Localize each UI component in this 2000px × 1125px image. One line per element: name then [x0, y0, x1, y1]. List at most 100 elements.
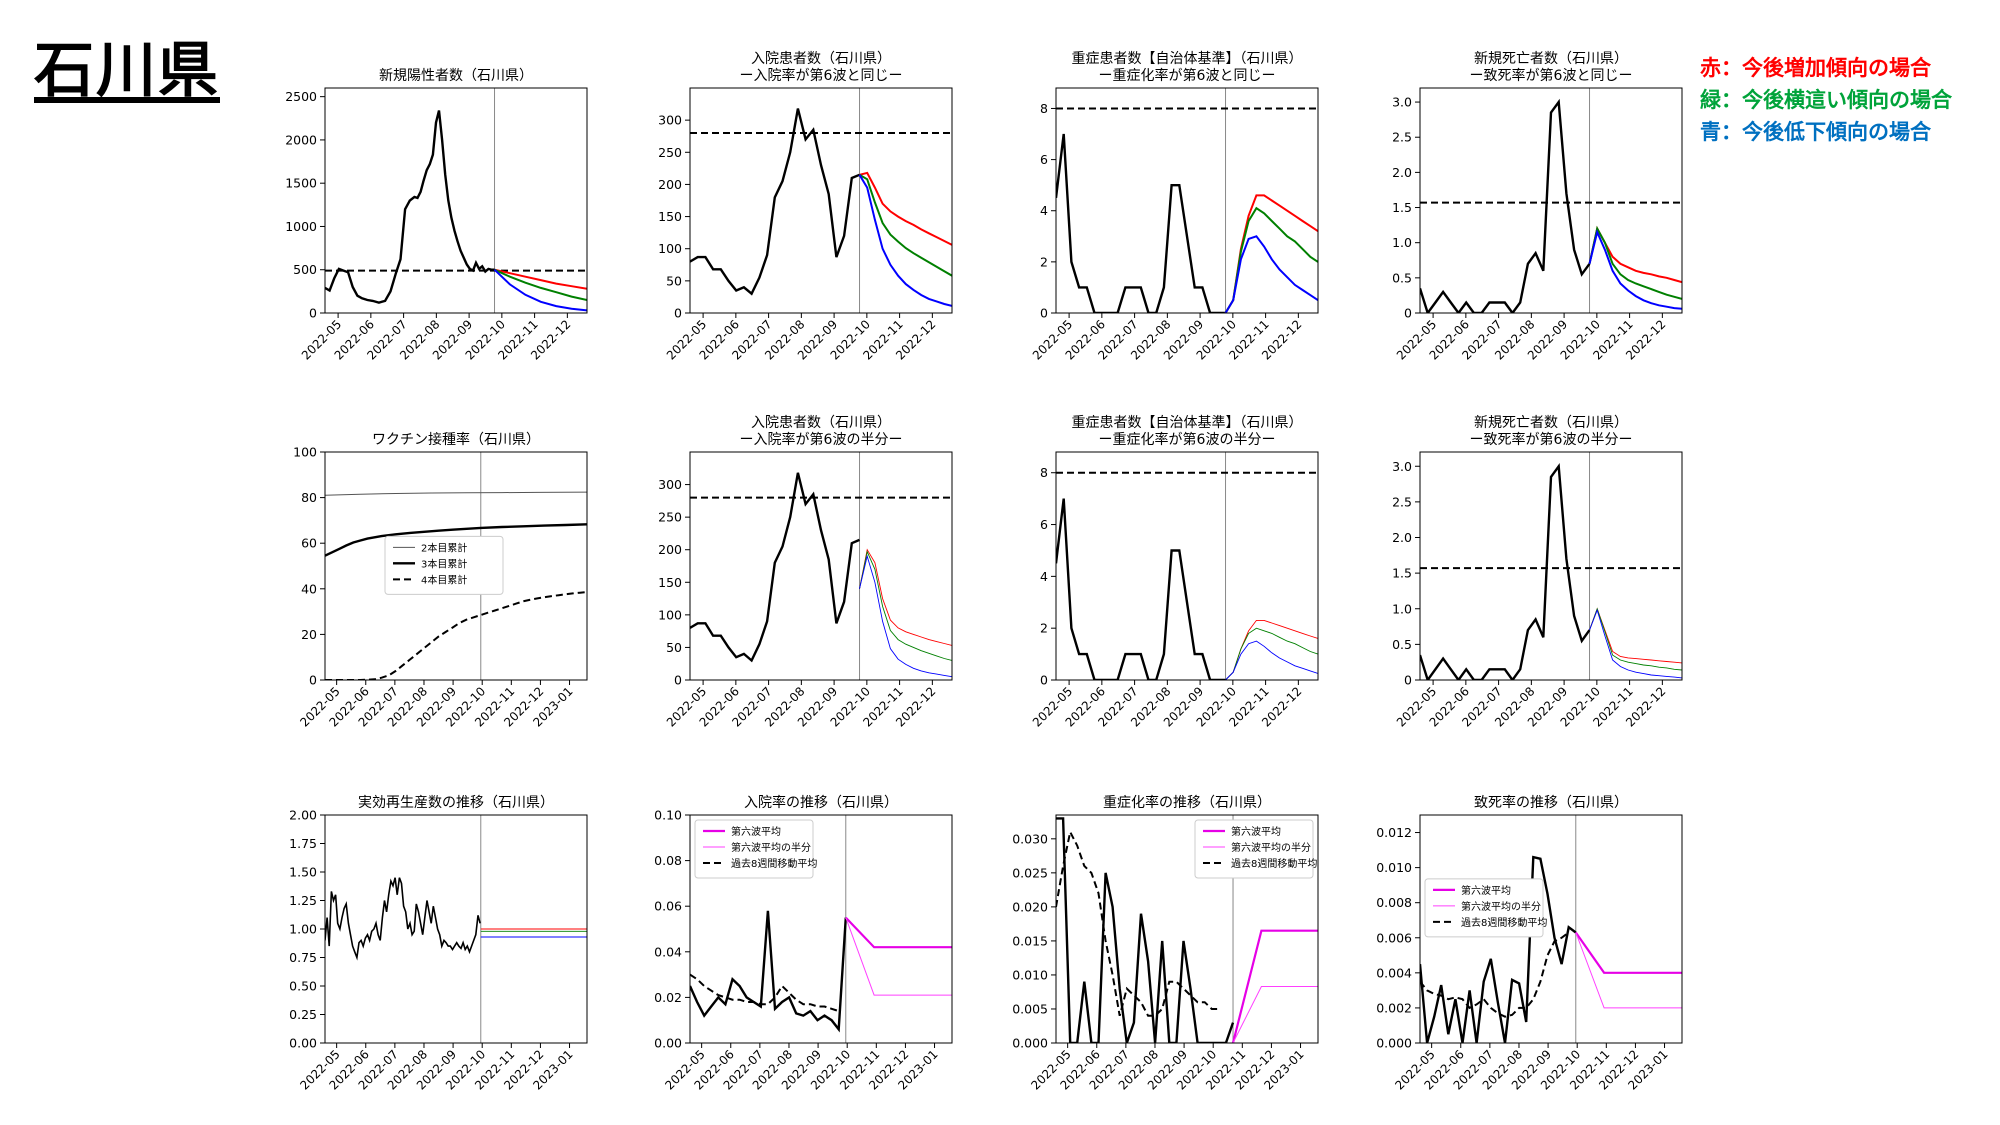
chart-title: ー致死率が第6波の半分ー	[1470, 431, 1633, 448]
series-line-blue-thin	[1225, 640, 1318, 680]
plot-frame	[1055, 814, 1319, 1044]
y-tick-label: 4	[1040, 203, 1048, 218]
y-tick-label: 6	[1040, 517, 1048, 532]
y-tick-label: 0	[674, 306, 682, 321]
plot-frame	[324, 87, 588, 314]
legend-entry-label: 第六波平均	[1231, 825, 1281, 838]
y-tick-label: 200	[658, 177, 682, 192]
series-line-green	[858, 173, 952, 277]
y-tick-label: 200	[658, 542, 682, 557]
y-tick-label: 0.5	[1392, 270, 1412, 285]
chart-panel-2: 入院患者数（石川県）ー入院率が第6波と同じー 0 50 100 150 200 250 300…	[658, 51, 953, 363]
legend-frame	[694, 819, 814, 879]
series-line-dash	[1056, 829, 1219, 1017]
y-tick-label: 300	[658, 477, 682, 492]
series-line-actual-thin	[325, 877, 481, 961]
y-tick-label: 150	[658, 209, 682, 224]
chart-panel-9: 実効再生産数の推移（石川県） 0.00 0.25 0.50 0.75 1.00 1.25 1.…	[289, 795, 588, 1093]
y-tick-label: 2.0	[1392, 530, 1412, 545]
legend-entry-label: 第六波平均	[731, 825, 781, 838]
y-tick-label: 0.010	[1012, 967, 1048, 982]
series-line-magenta-thin	[1575, 932, 1682, 1009]
chart-panel-10: 入院率の推移（石川県）0.000.020.040.060.080.102022-…	[654, 794, 953, 1093]
y-tick-label: 60	[301, 536, 317, 551]
chart-title: ー入院率が第6波の半分ー	[740, 431, 903, 448]
series-line-thin	[325, 491, 587, 496]
chart-title: 入院患者数（石川県）	[751, 51, 891, 67]
legend-entry-label: 4本目累計	[421, 573, 467, 586]
chart-title: 新規陽性者数（石川県）	[379, 68, 533, 84]
y-tick-label: 0.00	[289, 1036, 317, 1051]
chart-title: 重症患者数【自治体基準】（石川県）	[1072, 414, 1303, 431]
series-line-red	[494, 268, 587, 290]
y-tick-label: 8	[1040, 465, 1048, 480]
y-tick-label: 50	[666, 273, 682, 288]
legend-green-flat: 緑：今後横這い傾向の場合	[1700, 88, 1952, 112]
legend-entry-label: 第六波平均の半分	[1461, 900, 1541, 913]
legend-frame	[1424, 878, 1544, 938]
plot-frame	[689, 451, 953, 681]
chart-title: 新規死亡者数（石川県）	[1474, 415, 1628, 431]
series-line-magenta	[1231, 929, 1318, 1043]
series-line-blue	[1224, 235, 1318, 313]
y-tick-label: 0.030	[1012, 831, 1048, 846]
plot-frame	[1419, 814, 1683, 1044]
y-tick-label: 1.0	[1392, 235, 1412, 250]
series-line-blue	[1588, 228, 1682, 310]
chart-panel-6: 入院患者数（石川県）ー入院率が第6波の半分ー 0 50 100 150 200 250 300…	[658, 415, 953, 730]
legend-entry-label: 過去8週間移動平均	[731, 857, 817, 870]
chart-panel-1: 新規陽性者数（石川県）050010001500200025002022-0520…	[285, 68, 588, 363]
chart-title: ー致死率が第6波と同じー	[1470, 67, 1633, 84]
y-tick-label: 2	[1040, 254, 1048, 269]
chart-title: 入院率の推移（石川県）	[744, 794, 898, 811]
series-line-magenta-thin	[1232, 986, 1318, 1043]
y-tick-label: 1000	[285, 219, 317, 234]
series-line-actual	[325, 523, 587, 557]
chart-title: 重症患者数【自治体基準】（石川県）	[1072, 50, 1303, 67]
chart-panel-8: 新規死亡者数（石川県）ー致死率が第6波の半分ー 0 0.5 1.0 1.5 2.0 2.5 3…	[1392, 415, 1683, 730]
y-tick-label: 0	[309, 306, 317, 321]
series-line-green	[1588, 225, 1682, 300]
y-tick-label: 100	[658, 607, 682, 622]
y-tick-label: 3.0	[1392, 95, 1412, 110]
series-line-actual	[690, 910, 847, 1033]
plot-frame	[1419, 87, 1683, 314]
y-tick-label: 1.50	[289, 865, 317, 880]
y-tick-label: 0.005	[1012, 1001, 1048, 1016]
y-tick-label: 0.008	[1376, 895, 1412, 910]
y-tick-label: 0.025	[1012, 865, 1048, 880]
chart-panel-5: ワクチン接種率（石川県）0204060801002022-052022-0620…	[293, 431, 588, 730]
legend-blue-decrease: 青：今後低下傾向の場合	[1700, 120, 1931, 144]
y-tick-label: 1.00	[289, 922, 317, 937]
series-line-blue-thin	[859, 554, 952, 678]
y-tick-label: 0.75	[289, 950, 317, 965]
y-tick-label: 4	[1040, 569, 1048, 584]
y-tick-label: 0.5	[1392, 637, 1412, 652]
chart-title: 新規死亡者数（石川県）	[1474, 51, 1628, 67]
y-tick-label: 100	[658, 241, 682, 256]
series-line-dash	[1420, 931, 1570, 1018]
y-tick-label: 0.25	[289, 1007, 317, 1022]
y-tick-label: 2.5	[1392, 130, 1412, 145]
y-tick-label: 40	[301, 581, 317, 596]
y-tick-label: 0.015	[1012, 933, 1048, 948]
y-tick-label: 0.012	[1376, 825, 1412, 840]
y-tick-label: 0.002	[1376, 1000, 1412, 1015]
series-line-red	[1588, 225, 1682, 284]
legend-red-increase: 赤：今後増加傾向の場合	[1700, 56, 1931, 80]
y-tick-label: 250	[658, 510, 682, 525]
y-tick-label: 0.004	[1376, 965, 1412, 980]
series-line-red-thin	[1225, 619, 1318, 680]
chart-panel-4: 新規死亡者数（石川県）ー致死率が第6波と同じー 0 0.5 1.0 1.5 2.0 2.5 3…	[1392, 51, 1683, 363]
series-line-actual	[1420, 98, 1591, 313]
series-line-green	[1224, 206, 1318, 313]
series-line-green-thin	[859, 550, 952, 661]
y-tick-label: 0	[674, 673, 682, 688]
series-line-magenta-thin	[845, 917, 952, 996]
chart-title: 実効再生産数の推移（石川県）	[358, 795, 554, 811]
series-line-green-thin	[1589, 607, 1682, 671]
